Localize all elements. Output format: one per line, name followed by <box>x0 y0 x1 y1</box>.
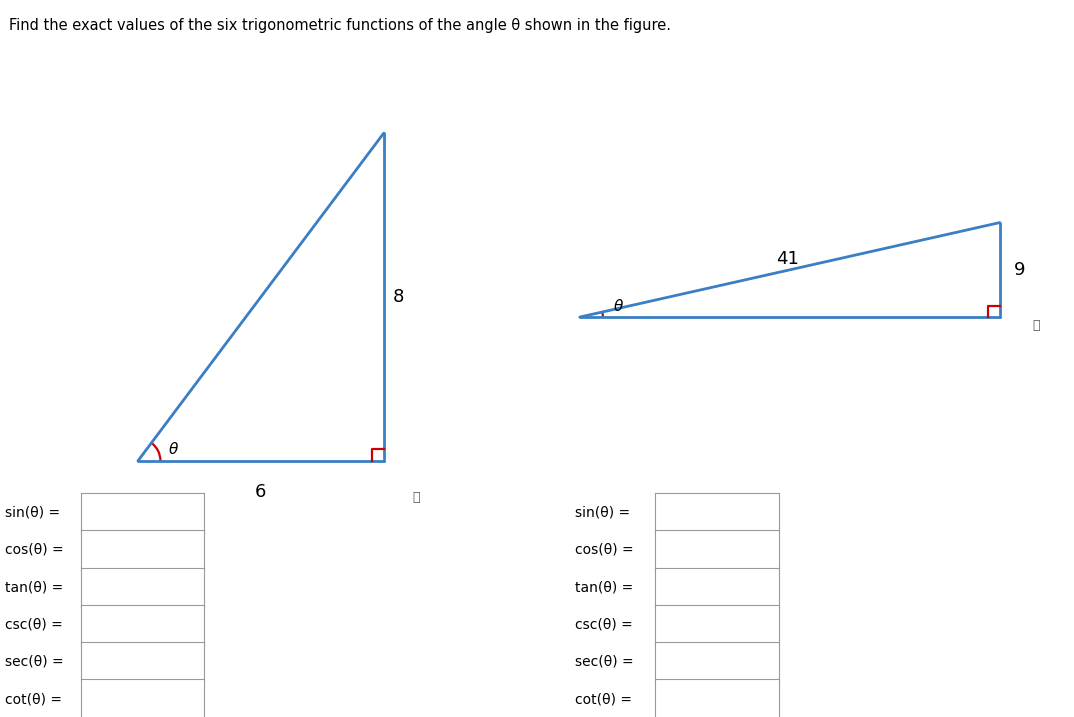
Text: Find the exact values of the six trigonometric functions of the angle θ shown in: Find the exact values of the six trigono… <box>9 18 670 33</box>
Text: 9: 9 <box>1014 261 1025 279</box>
Text: cot(θ) =: cot(θ) = <box>5 692 62 706</box>
Text: θ: θ <box>613 299 623 314</box>
Text: ⓘ: ⓘ <box>412 491 420 504</box>
Text: cos(θ) =: cos(θ) = <box>575 543 634 557</box>
Text: tan(θ) =: tan(θ) = <box>5 580 63 594</box>
Text: 8: 8 <box>393 288 404 306</box>
Text: tan(θ) =: tan(θ) = <box>575 580 633 594</box>
Text: sec(θ) =: sec(θ) = <box>5 655 64 669</box>
Text: 6: 6 <box>256 483 266 501</box>
Text: 41: 41 <box>775 250 799 267</box>
Text: sin(θ) =: sin(θ) = <box>5 505 60 520</box>
Text: ⓘ: ⓘ <box>1033 319 1041 332</box>
Text: csc(θ) =: csc(θ) = <box>5 617 63 632</box>
Text: csc(θ) =: csc(θ) = <box>575 617 633 632</box>
Text: sin(θ) =: sin(θ) = <box>575 505 629 520</box>
Text: cot(θ) =: cot(θ) = <box>575 692 632 706</box>
Text: θ: θ <box>169 442 178 457</box>
Text: cos(θ) =: cos(θ) = <box>5 543 64 557</box>
Text: sec(θ) =: sec(θ) = <box>575 655 634 669</box>
